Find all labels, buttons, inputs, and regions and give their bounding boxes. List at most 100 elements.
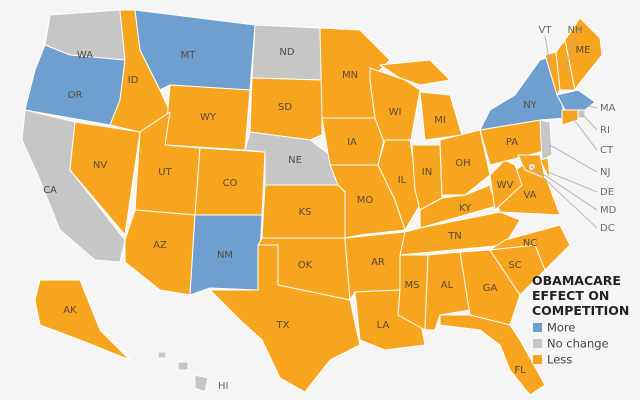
state-nv[interactable] xyxy=(69,121,141,236)
leader-line xyxy=(582,114,598,131)
state-az[interactable] xyxy=(124,209,196,296)
state-label: PA xyxy=(506,137,518,148)
state-label: AK xyxy=(63,305,77,316)
state-tx[interactable] xyxy=(209,244,361,393)
state-label: AL xyxy=(441,280,454,291)
state-label: IL xyxy=(398,175,407,186)
state-label: MT xyxy=(181,50,197,61)
legend-title-line: COMPETITION xyxy=(532,303,629,318)
state-label: ID xyxy=(128,75,139,86)
state-fl[interactable] xyxy=(439,314,546,396)
state-ia[interactable] xyxy=(321,117,386,166)
leader-line xyxy=(531,166,598,229)
state-de[interactable] xyxy=(539,157,551,181)
state-shape[interactable] xyxy=(561,109,579,126)
state-shape[interactable] xyxy=(577,109,586,119)
state-shape[interactable] xyxy=(34,279,131,361)
state-shape[interactable] xyxy=(209,244,361,393)
state-label: OH xyxy=(455,158,470,169)
state-shape[interactable] xyxy=(539,119,553,161)
state-shape[interactable] xyxy=(69,121,141,236)
state-label: MI xyxy=(434,115,446,126)
state-label: MO xyxy=(357,195,374,206)
state-ga[interactable] xyxy=(459,249,521,326)
state-hi[interactable] xyxy=(157,351,209,393)
state-label: IN xyxy=(422,167,432,178)
state-nc[interactable] xyxy=(489,224,571,271)
state-sd[interactable] xyxy=(249,77,323,141)
state-shape[interactable] xyxy=(177,361,189,371)
state-label: OR xyxy=(68,90,83,101)
state-shape[interactable] xyxy=(377,139,421,231)
state-label: NJ xyxy=(600,167,610,178)
state-label: GA xyxy=(483,283,498,294)
state-mi[interactable] xyxy=(379,59,463,141)
state-label: WV xyxy=(497,180,514,191)
leader-line xyxy=(571,116,598,151)
state-label: WI xyxy=(389,107,402,118)
state-shape[interactable] xyxy=(379,59,451,86)
state-shape[interactable] xyxy=(439,129,491,196)
state-shape[interactable] xyxy=(157,351,167,359)
state-label: MD xyxy=(600,205,617,216)
state-il[interactable] xyxy=(377,139,421,231)
state-label: UT xyxy=(158,167,172,178)
state-label: NC xyxy=(523,238,537,249)
state-label: CO xyxy=(223,178,238,189)
leader-line xyxy=(544,35,552,71)
leader-line xyxy=(564,35,576,71)
state-label: ME xyxy=(576,45,591,56)
state-label: WY xyxy=(200,112,217,123)
legend-label-more: More xyxy=(547,321,576,335)
state-ms[interactable] xyxy=(397,254,429,331)
legend-label-less: Less xyxy=(547,353,572,367)
state-label: AZ xyxy=(153,240,167,251)
state-label: TX xyxy=(276,320,290,331)
state-wv[interactable] xyxy=(489,159,523,211)
legend-swatch-no-change xyxy=(533,339,542,348)
state-label: MN xyxy=(342,70,358,81)
state-shape[interactable] xyxy=(124,209,196,296)
state-shape[interactable] xyxy=(539,157,551,181)
state-label: DE xyxy=(600,187,614,198)
state-label: FL xyxy=(514,365,526,376)
leader-line xyxy=(539,171,598,211)
state-ak[interactable] xyxy=(34,279,131,361)
state-label: RI xyxy=(600,125,610,136)
state-label: NM xyxy=(217,250,233,261)
leader-line xyxy=(549,144,598,173)
state-nm[interactable] xyxy=(189,214,263,296)
state-shape[interactable] xyxy=(489,159,523,211)
state-shape[interactable] xyxy=(439,314,546,396)
state-ct[interactable] xyxy=(561,109,579,126)
state-label: VT xyxy=(539,25,553,36)
state-me[interactable] xyxy=(564,17,603,91)
state-label: DC xyxy=(600,223,615,234)
state-shape[interactable] xyxy=(321,117,386,166)
state-shape[interactable] xyxy=(249,77,323,141)
state-label: HI xyxy=(218,381,228,392)
state-label: TN xyxy=(447,231,462,242)
state-label: VA xyxy=(523,190,536,201)
state-nj[interactable] xyxy=(539,119,553,161)
state-shape[interactable] xyxy=(189,214,263,296)
state-label: NE xyxy=(288,155,302,166)
state-ri[interactable] xyxy=(577,109,586,119)
state-label: LA xyxy=(377,320,390,331)
leader-line xyxy=(584,104,598,109)
state-shape[interactable] xyxy=(564,17,603,91)
state-oh[interactable] xyxy=(439,129,491,196)
state-shape[interactable] xyxy=(397,254,429,331)
state-label: MA xyxy=(600,103,616,114)
leader-line xyxy=(547,171,598,193)
state-label: CA xyxy=(43,185,57,196)
state-label: NH xyxy=(568,25,583,36)
state-shape[interactable] xyxy=(194,374,209,393)
state-shape[interactable] xyxy=(489,224,571,271)
state-label: MS xyxy=(405,280,420,291)
legend-swatch-less xyxy=(533,355,542,364)
legend: OBAMACARE EFFECT ON COMPETITION More No … xyxy=(532,273,629,367)
state-shape[interactable] xyxy=(459,249,521,326)
state-label: NV xyxy=(93,160,107,171)
state-label: KY xyxy=(459,203,472,214)
